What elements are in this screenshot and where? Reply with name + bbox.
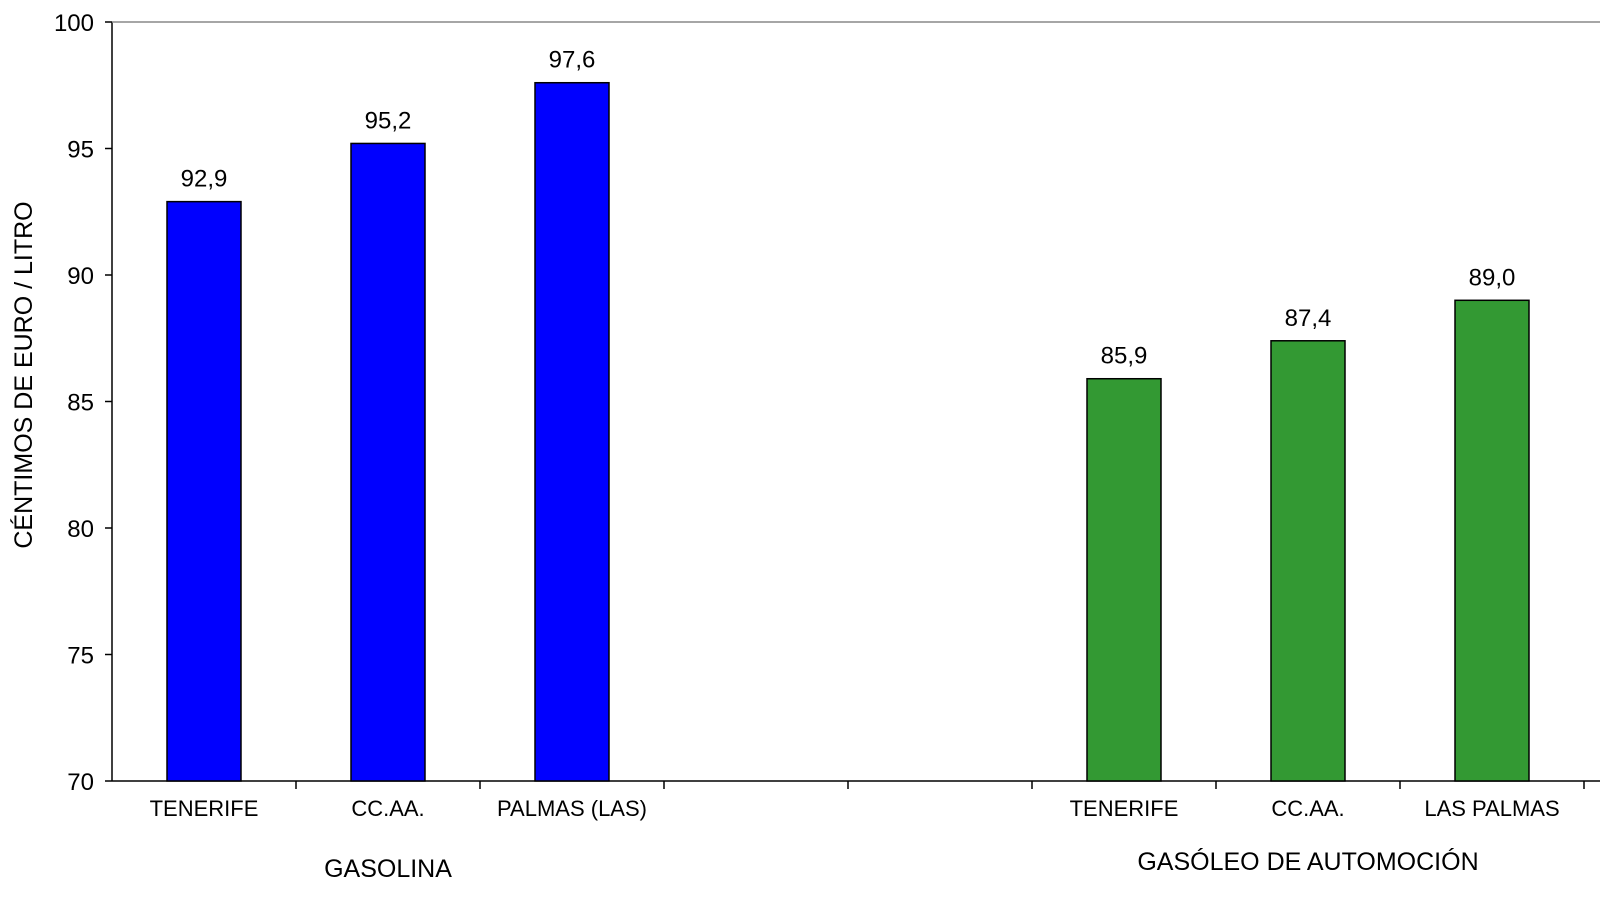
bar-data-label: 92,9 (181, 166, 228, 193)
y-tick-label: 80 (67, 516, 94, 543)
y-tick-label: 75 (67, 643, 94, 670)
x-category-label: PALMAS (LAS) (497, 796, 647, 821)
bar-data-label: 89,0 (1469, 264, 1516, 291)
bar (1454, 299, 1530, 782)
bar-data-label: 97,6 (549, 47, 596, 74)
x-category-label: TENERIFE (150, 796, 259, 821)
y-tick-label: 95 (67, 137, 94, 164)
group-label: GASOLINA (324, 855, 452, 883)
x-category-label: CC.AA. (1271, 796, 1344, 821)
bar (1270, 340, 1346, 782)
x-category-label: CC.AA. (351, 796, 424, 821)
x-category-label: LAS PALMAS (1424, 796, 1559, 821)
bar (350, 142, 426, 782)
y-tick-label: 90 (67, 263, 94, 290)
group-label: GASÓLEO DE AUTOMOCIÓN (1137, 847, 1478, 876)
y-tick-label: 70 (67, 769, 94, 796)
y-tick-label: 85 (67, 390, 94, 417)
bar (1086, 377, 1162, 782)
plot-frame (111, 21, 1600, 782)
bar (166, 200, 242, 782)
bars: 92,9 95,2 97,6 85,9 87,4 89,0 (166, 47, 1530, 782)
x-category-labels: TENERIFE CC.AA. PALMAS (LAS) GASOLINA TENERI… (150, 796, 1560, 883)
bar-data-label: 87,4 (1285, 305, 1332, 332)
bar-data-label: 85,9 (1101, 343, 1148, 370)
bar-data-label: 95,2 (365, 107, 412, 134)
x-category-label: TENERIFE (1070, 796, 1179, 821)
y-axis-ticks: 70 75 80 85 90 95 100 (54, 10, 112, 796)
x-axis-ticks (295, 781, 1585, 789)
bar (534, 81, 610, 782)
y-tick-label: 100 (54, 10, 94, 37)
y-axis-title: CÉNTIMOS DE EURO / LITRO (9, 201, 38, 548)
